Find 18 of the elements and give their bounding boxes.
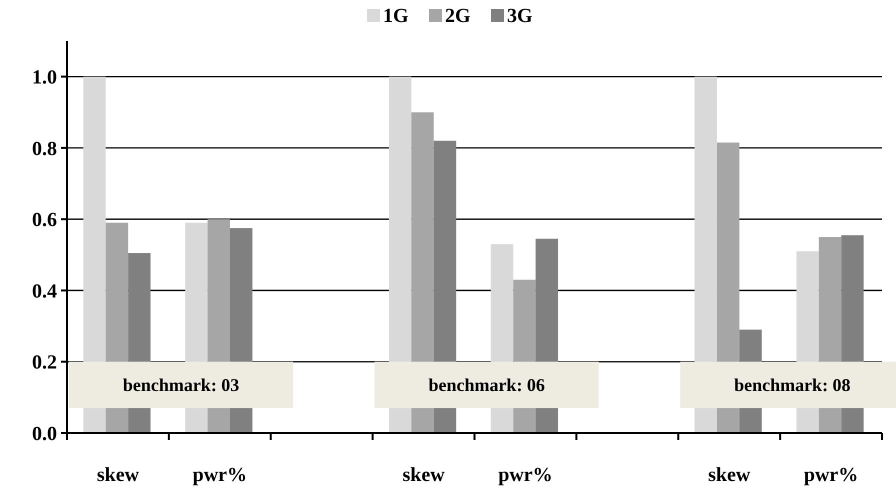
y-tick-label: 0.0 <box>32 423 57 445</box>
y-tick-label: 0.4 <box>32 280 57 302</box>
annotation: benchmark: 08 <box>734 374 851 395</box>
legend-label: 2G <box>445 5 471 27</box>
y-tick-label: 0.2 <box>32 352 57 374</box>
x-tick-label: skew <box>708 464 751 486</box>
x-tick-label: skew <box>402 464 446 486</box>
legend-label: 1G <box>383 5 409 27</box>
y-tick-label: 0.8 <box>32 138 57 160</box>
x-tick-label: pwr% <box>804 464 858 486</box>
y-tick-label: 0.6 <box>32 209 57 232</box>
x-tick-label: skew <box>96 464 140 486</box>
legend-label: 3G <box>507 5 533 27</box>
y-tick-label: 1.0 <box>32 66 57 89</box>
annotation: benchmark: 03 <box>122 374 240 395</box>
annotation: benchmark: 06 <box>428 374 545 395</box>
x-tick-label: pwr% <box>498 464 553 486</box>
x-tick-label: pwr% <box>192 464 248 486</box>
